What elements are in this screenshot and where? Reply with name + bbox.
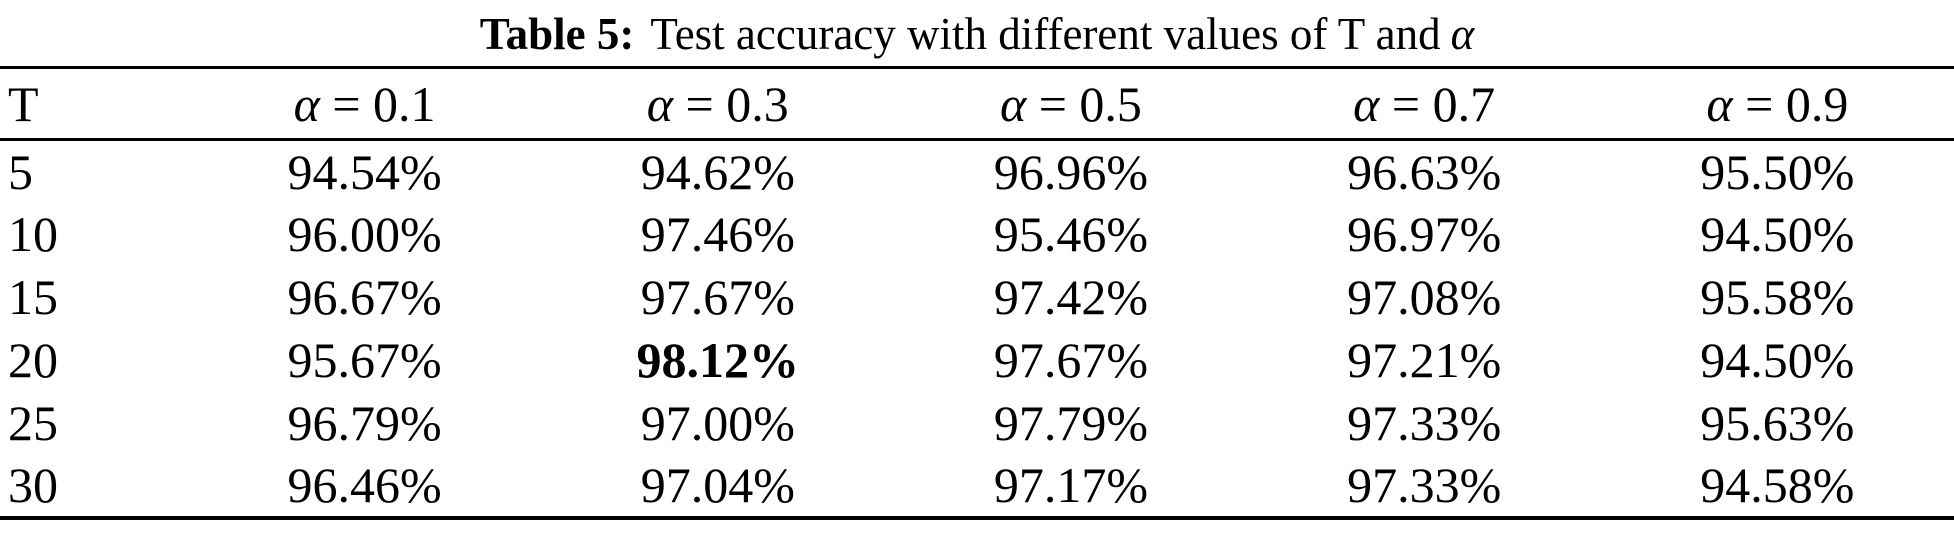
accuracy-cell: 96.67% <box>287 269 442 325</box>
caption-label: Table 5: <box>479 9 635 59</box>
accuracy-cell: 95.50% <box>1700 143 1855 200</box>
accuracy-table: T α = 0.1 α = 0.3 α = 0.5 α = 0.7 α = 0.… <box>0 66 1954 520</box>
accuracy-cell: 95.67% <box>287 332 442 388</box>
accuracy-cell: 97.33% <box>1347 457 1502 513</box>
alpha-symbol: α <box>1706 75 1733 132</box>
table-row-t10: 10 96.00% 97.46% 95.46% 96.97% 94.50% <box>0 203 1954 266</box>
accuracy-cell: 94.62% <box>640 143 795 200</box>
alpha-symbol: α <box>1353 75 1380 132</box>
accuracy-cell: 97.17% <box>993 457 1149 513</box>
col-header-alpha-0.5: α = 0.5 <box>894 68 1247 140</box>
table-caption: Table 5: Test accuracy with different val… <box>0 0 1954 66</box>
accuracy-cell: 95.63% <box>1700 395 1855 451</box>
t-value-cell: 20 <box>8 332 58 388</box>
accuracy-cell: 97.67% <box>993 332 1149 388</box>
accuracy-cell: 97.79% <box>993 395 1149 451</box>
accuracy-cell: 97.42% <box>993 269 1149 325</box>
accuracy-cell: 97.67% <box>640 269 795 325</box>
t-value-cell: 5 <box>8 143 33 200</box>
accuracy-cell: 94.54% <box>287 143 442 200</box>
alpha-value: = 0.1 <box>319 75 436 132</box>
col-header-alpha-0.3: α = 0.3 <box>541 68 894 140</box>
col-header-alpha-0.7: α = 0.7 <box>1248 68 1601 140</box>
accuracy-cell: 97.33% <box>1347 395 1502 451</box>
accuracy-cell: 96.96% <box>993 143 1149 200</box>
table-row-t25: 25 96.79% 97.00% 97.79% 97.33% 95.63% <box>0 392 1954 455</box>
accuracy-cell: 94.50% <box>1700 332 1855 388</box>
t-value-cell: 25 <box>8 395 58 451</box>
accuracy-cell: 95.58% <box>1700 269 1855 325</box>
table-row-t30: 30 96.46% 97.04% 97.17% 97.33% 94.58% <box>0 455 1954 518</box>
accuracy-cell: 96.79% <box>287 395 442 451</box>
col-header-alpha-0.9: α = 0.9 <box>1601 68 1954 140</box>
table-row-t20: 20 95.67% 98.12% 97.67% 97.21% 94.50% <box>0 329 1954 392</box>
accuracy-cell: 96.97% <box>1347 206 1502 262</box>
accuracy-cell: 97.00% <box>640 395 795 451</box>
best-accuracy-cell: 98.12% <box>636 332 800 388</box>
alpha-symbol: α <box>646 75 674 132</box>
t-value-cell: 10 <box>8 206 58 262</box>
alpha-symbol: α <box>999 75 1027 132</box>
table-row-t5: 5 94.54% 94.62% 96.96% 96.63% 95.50% <box>0 140 1954 203</box>
alpha-symbol: α <box>293 75 320 132</box>
table-row-t15: 15 96.67% 97.67% 97.42% 97.08% 95.58% <box>0 266 1954 329</box>
alpha-value: = 0.7 <box>1379 75 1496 132</box>
header-row: T α = 0.1 α = 0.3 α = 0.5 α = 0.7 α = 0.… <box>0 68 1954 140</box>
alpha-value: = 0.3 <box>673 75 789 132</box>
accuracy-cell: 94.58% <box>1700 457 1855 513</box>
accuracy-cell: 97.08% <box>1347 269 1502 325</box>
accuracy-cell: 97.46% <box>640 206 795 262</box>
accuracy-cell: 96.46% <box>287 457 442 513</box>
caption-alpha-symbol: α <box>1450 9 1475 59</box>
accuracy-cell: 97.21% <box>1347 332 1502 388</box>
col-header-alpha-0.1: α = 0.1 <box>188 68 541 140</box>
accuracy-cell: 97.04% <box>640 457 795 513</box>
accuracy-cell: 95.46% <box>993 206 1149 262</box>
caption-text: Test accuracy with different values of T… <box>650 9 1441 59</box>
col-header-t: T <box>8 75 39 132</box>
accuracy-cell: 96.63% <box>1347 143 1502 200</box>
accuracy-cell: 94.50% <box>1700 206 1855 262</box>
alpha-value: = 0.5 <box>1026 75 1142 132</box>
t-value-cell: 30 <box>8 457 58 513</box>
accuracy-cell: 96.00% <box>287 206 442 262</box>
alpha-value: = 0.9 <box>1732 75 1849 132</box>
t-value-cell: 15 <box>8 269 58 325</box>
